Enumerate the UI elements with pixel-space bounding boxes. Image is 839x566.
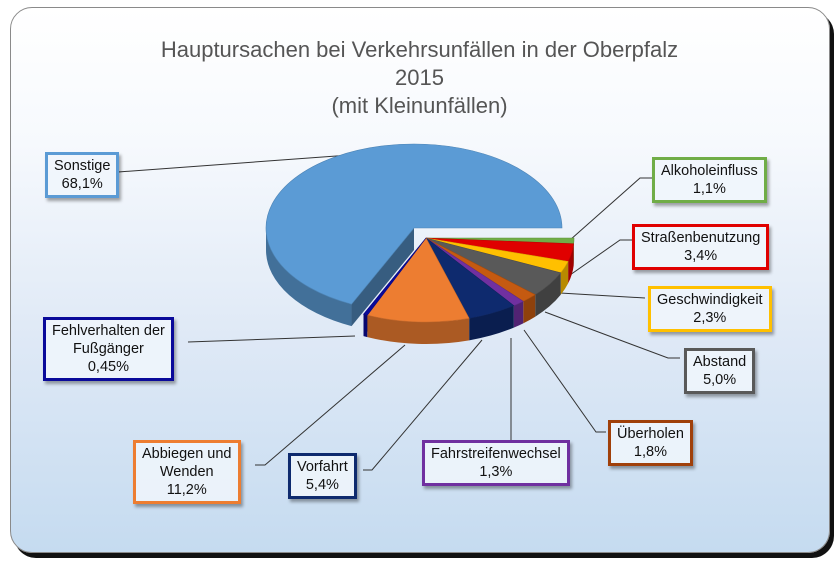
leader-abstand <box>544 311 680 359</box>
leader-vorfahrt <box>363 339 483 471</box>
slice-abbiegen <box>366 237 470 323</box>
leader-alkohol <box>569 177 652 241</box>
label-fahrstreifen: Fahrstreifenwechsel 1,3% <box>422 440 570 486</box>
label-fussgaenger: Fehlverhalten der Fußgänger 0,45% <box>43 317 174 381</box>
label-abbiegen: Abbiegen und Wenden 11,2% <box>133 440 241 504</box>
pie-slices <box>265 143 575 344</box>
leader-geschw <box>559 292 646 299</box>
slice-side-geschw <box>560 261 569 295</box>
chart-title-note: (mit Kleinunfällen) <box>331 93 508 118</box>
label-abstand: Abstand 5,0% <box>684 348 756 394</box>
slice-side-abbiegen <box>367 315 470 344</box>
label-alkohol: Alkoholeinfluss 1,1% <box>652 157 767 203</box>
slice-sonstige <box>265 143 563 305</box>
label-sonstige: Sonstige 68,1% <box>45 152 120 198</box>
leader-ueberholen <box>523 329 606 433</box>
chart-title-main: Hauptursachen bei Verkehrsunfällen in de… <box>160 37 679 62</box>
leader-fussgaenger <box>187 335 356 343</box>
label-vorfahrt: Vorfahrt 5,4% <box>288 453 357 499</box>
label-geschw: Geschwindigkeit 2,3% <box>648 286 772 332</box>
leader-lines <box>117 154 680 471</box>
slice-side-vorfahrt <box>469 305 514 341</box>
slice-side-fahrstreifen <box>513 301 524 328</box>
slice-side-ueberholen <box>523 294 536 324</box>
slice-side-fussgaenger <box>363 314 368 338</box>
slice-cut-sonstige <box>351 228 414 327</box>
slice-side-sonstige <box>266 228 352 327</box>
leader-strasse <box>569 239 632 276</box>
slice-side-strasse <box>568 243 574 284</box>
chart-title-year: 2015 <box>395 65 444 90</box>
leader-sonstige <box>117 154 351 173</box>
chart-title: Hauptursachen bei Verkehrsunfällen in de… <box>0 36 839 120</box>
slice-side-abstand <box>535 272 561 317</box>
label-strasse: Straßenbenutzung 3,4% <box>632 224 770 270</box>
slice-fussgaenger <box>363 237 427 316</box>
label-ueberholen: Überholen 1,8% <box>608 420 693 466</box>
leader-abbiegen <box>255 344 406 466</box>
